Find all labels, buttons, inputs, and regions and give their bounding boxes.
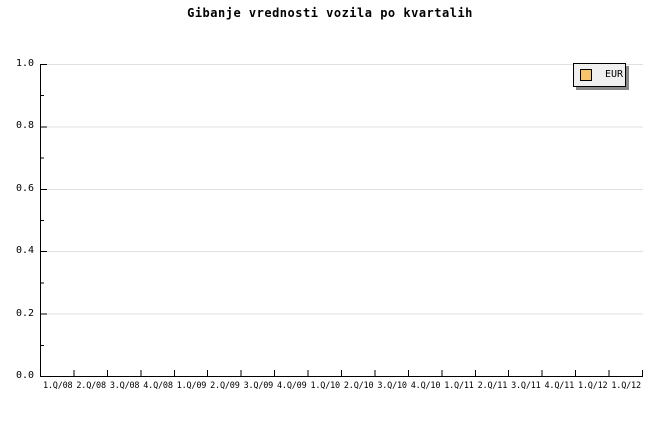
x-axis-label: 3.Q/11 [511,381,541,391]
legend-label: EUR [605,69,624,80]
x-axis-label: 2.Q/08 [76,381,106,391]
y-axis-label: 0.2 [15,307,34,319]
x-axis-label: 1.Q/12 [577,381,608,391]
y-axis-label: 0.0 [15,370,34,381]
x-axis-label: 1.Q/12 [611,381,641,391]
x-axis-label: 4.Q/11 [544,381,575,391]
y-axis-label: 0.8 [15,120,34,132]
y-axis-label: 0.6 [15,182,34,194]
x-axis-label: 1.Q/11 [444,381,474,391]
gridlines [41,64,643,315]
x-axis-label: 3.Q/08 [109,381,140,391]
x-axis-label: 3.Q/09 [243,381,274,391]
x-axis-label: 4.Q/08 [143,381,173,391]
x-axis-labels: 1.Q/08 2.Q/08 3.Q/08 4.Q/08 1.Q/09 2.Q/0… [41,381,643,392]
y-axis-label: 1.0 [15,58,34,69]
y-axis-label: 0.4 [15,245,34,257]
x-axis-label: 2.Q/09 [210,381,240,391]
x-axis-label: 3.Q/10 [377,381,407,391]
x-axis-label: 4.Q/10 [410,381,441,391]
x-axis-label: 2.Q/10 [343,381,374,391]
y-axis-minor-ticks [41,64,44,377]
y-axis-major-ticks [41,64,47,377]
x-axis-label: 4.Q/09 [277,381,307,391]
x-axis-label: 1.Q/09 [176,381,207,391]
x-axis-label: 2.Q/11 [477,381,508,391]
x-axis-ticks [41,370,643,376]
plot-area [40,64,643,377]
chart-title: Gibanje vrednosti vozila po kvartalih [187,6,473,20]
legend: EUR [573,63,626,87]
x-axis-label: 1.Q/10 [310,381,340,391]
x-axis-label: 1.Q/08 [42,381,73,391]
legend-swatch-icon [580,69,592,81]
